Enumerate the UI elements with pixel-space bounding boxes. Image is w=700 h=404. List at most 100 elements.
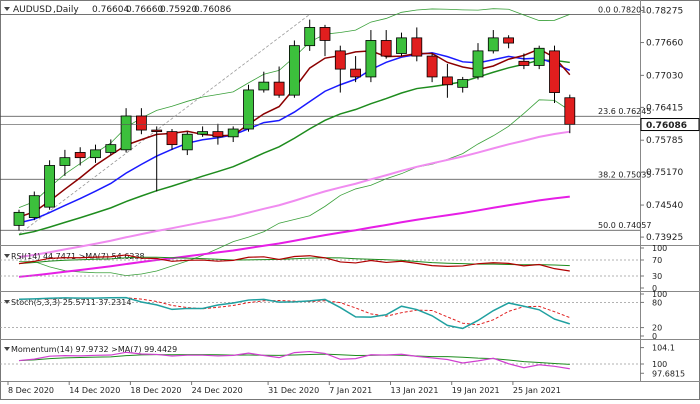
candle-body [105, 144, 117, 153]
sma-50-line [18, 130, 570, 259]
rsi-line [18, 254, 570, 272]
price-tick-label: 0.77030 [646, 71, 683, 81]
candle-body [151, 129, 163, 133]
chart-header: AUDUSD ,Daily 0.76604 0.76660 0.75920 0.… [4, 5, 231, 15]
candle-body [411, 37, 423, 57]
candle-body [243, 89, 254, 130]
collapse-triangle-icon [4, 7, 10, 11]
bollinger-upper-line [18, 8, 570, 208]
candle [212, 123, 224, 145]
momentum-pane: Momentum(14) 97.9732 >MA(7) 99.4429 104.… [0, 344, 685, 378]
candle [411, 27, 423, 62]
candle [472, 43, 484, 80]
candle [28, 191, 40, 221]
price-axis: 0.78275 0.77660 0.77030 0.76415 0.75785 0.751… [640, 7, 683, 243]
candle-body [304, 27, 316, 47]
candle [518, 53, 530, 70]
stoch-label: Stoch(5,3,3) 25.5711 37.2314 [11, 298, 131, 307]
momentum-line [18, 350, 570, 370]
fib-level-label: 50.0 0.74057 [598, 221, 651, 230]
candle [426, 53, 438, 83]
time-tick-label: 8 Dec 2020 [8, 386, 54, 395]
bollinger-lower-line [18, 99, 571, 277]
last-price-label: 0.76086 [646, 121, 687, 131]
stoch-tick-label: 20 [652, 324, 662, 333]
candle [549, 45, 560, 103]
candle-body [472, 50, 484, 78]
candle-body [396, 37, 407, 54]
price-tick-label: 0.75785 [646, 136, 683, 146]
candle [59, 149, 71, 176]
candle-body [457, 79, 469, 88]
momentum-collapse-icon [4, 347, 10, 351]
candle [533, 45, 545, 70]
price-tick-label: 0.77660 [646, 39, 683, 49]
candle [181, 131, 193, 156]
candle-body [487, 37, 499, 52]
rsi-tick-label: 70 [652, 256, 662, 265]
sma-100-line [18, 195, 570, 278]
last-price-box [640, 118, 700, 132]
candle [441, 63, 453, 98]
price-tick-label: 0.74540 [646, 201, 683, 211]
candle [13, 209, 25, 231]
candle-body [227, 128, 239, 138]
momentum-ma-line [18, 353, 570, 365]
candle-body [426, 55, 438, 78]
rsi-label: RSI(14) 44.7471 >MA(7) 54.6238 [11, 252, 145, 261]
candle [457, 76, 469, 93]
candle [288, 40, 300, 98]
time-tick-label: 25 Jan 2021 [513, 386, 561, 395]
last-price-marker: 0.76086 [0, 118, 700, 132]
candle-body [44, 165, 55, 208]
time-tick-label: 31 Dec 2020 [268, 386, 319, 395]
candle-body [564, 97, 576, 125]
fib-level-label: 38.2 0.75035 [598, 170, 651, 179]
time-tick-label: 24 Dec 2020 [192, 386, 243, 395]
candle [319, 24, 331, 57]
candle-body [288, 45, 300, 96]
candle [503, 35, 515, 49]
rsi-pane: RSI(14) 44.7471 >MA(7) 54.6238 100 70 30 0 [0, 244, 667, 293]
candle-body [28, 195, 40, 218]
candle-body [258, 81, 270, 91]
candle-body [74, 152, 86, 159]
candle-body [13, 211, 25, 226]
candle [258, 71, 270, 93]
candle-body [319, 27, 331, 41]
rsi-tick-label: 30 [652, 272, 662, 281]
time-tick-label: 7 Jan 2021 [329, 386, 372, 395]
stoch-tick-label: 80 [652, 298, 662, 307]
candle [564, 94, 576, 134]
symbol-label: AUDUSD [13, 5, 52, 15]
candle-body [166, 131, 178, 146]
time-tick-label: 19 Jan 2021 [452, 386, 500, 395]
momentum-tick-label: 104.1 [652, 344, 675, 353]
ohlc-low: 0.75920 [160, 5, 197, 15]
candle-body [441, 76, 453, 86]
candle-body [197, 131, 209, 135]
candle [350, 56, 362, 83]
candle [74, 147, 86, 166]
candle [44, 160, 55, 210]
candle-body [503, 37, 515, 44]
momentum-tick-label: 97.6815 [652, 369, 685, 378]
candle-body [518, 60, 530, 66]
candle-body [59, 157, 71, 166]
candle [304, 19, 316, 51]
candle [120, 108, 132, 153]
candle [90, 144, 101, 163]
candle [227, 126, 239, 143]
candle [243, 84, 254, 132]
time-tick-label: 14 Dec 2020 [69, 386, 120, 395]
time-axis: 8 Dec 2020 14 Dec 2020 18 Dec 2020 24 Dec 2… [7, 381, 561, 395]
candle [151, 126, 163, 192]
candle-body [212, 131, 224, 138]
candle [166, 129, 178, 150]
candle [197, 126, 209, 137]
candle-body [181, 133, 193, 151]
stoch-collapse-icon [4, 300, 10, 304]
candle-body [365, 40, 377, 78]
